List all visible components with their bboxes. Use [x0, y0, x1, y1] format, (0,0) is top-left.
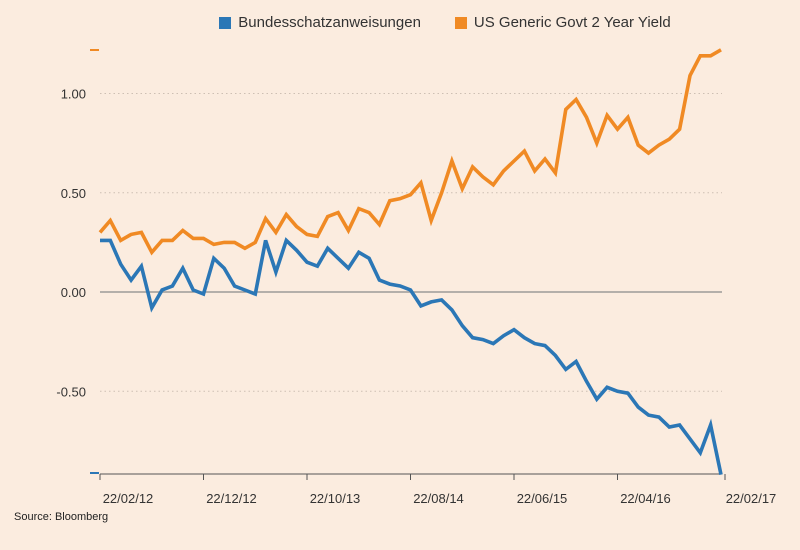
x-tick-label: 22/12/12: [206, 491, 257, 506]
series-line-bundesschatzanweisungen: [100, 237, 723, 475]
y-tick-label: 0.00: [61, 285, 86, 300]
legend-item-bundesschatzanweisungen[interactable]: Bundesschatzanweisungen: [129, 14, 421, 31]
x-axis-ticks: 22/02/12 22/12/12 22/10/13 22/08/14 22/06/15…: [99, 473, 777, 506]
legend-swatch-blue: [219, 16, 232, 29]
x-tick-label: 22/02/17: [726, 491, 777, 506]
legend-item-us-generic-govt-2y[interactable]: US Generic Govt 2 Year Yield: [454, 14, 671, 31]
y-tick-label: 0.50: [61, 186, 86, 201]
x-tick-label: 22/06/15: [517, 491, 568, 506]
legend-swatch-orange: [454, 16, 467, 29]
legend-label: US Generic Govt 2 Year Yield: [473, 14, 671, 31]
x-tick-label: 22/10/13: [310, 491, 361, 506]
x-tick-label: 22/02/12: [103, 491, 154, 506]
series-line-us-generic-govt-2-year-yield: [98, 48, 722, 256]
source-note: Source: Bloomberg: [14, 511, 109, 523]
legend-label: Bundesschatzanweisungen: [238, 14, 421, 31]
y-tick-label: 1.00: [61, 87, 86, 102]
y-axis-ticks: 1.00 0.50 0.00 -0.50: [56, 49, 99, 474]
legend: Bundesschatzanweisungen US Generic Govt …: [0, 14, 800, 31]
series-lines: [98, 48, 723, 475]
x-tick-label: 22/04/16: [620, 491, 671, 506]
gridlines: [100, 93, 722, 392]
x-tick-label: 22/08/14: [413, 491, 464, 506]
y-tick-label: -0.50: [56, 384, 86, 399]
